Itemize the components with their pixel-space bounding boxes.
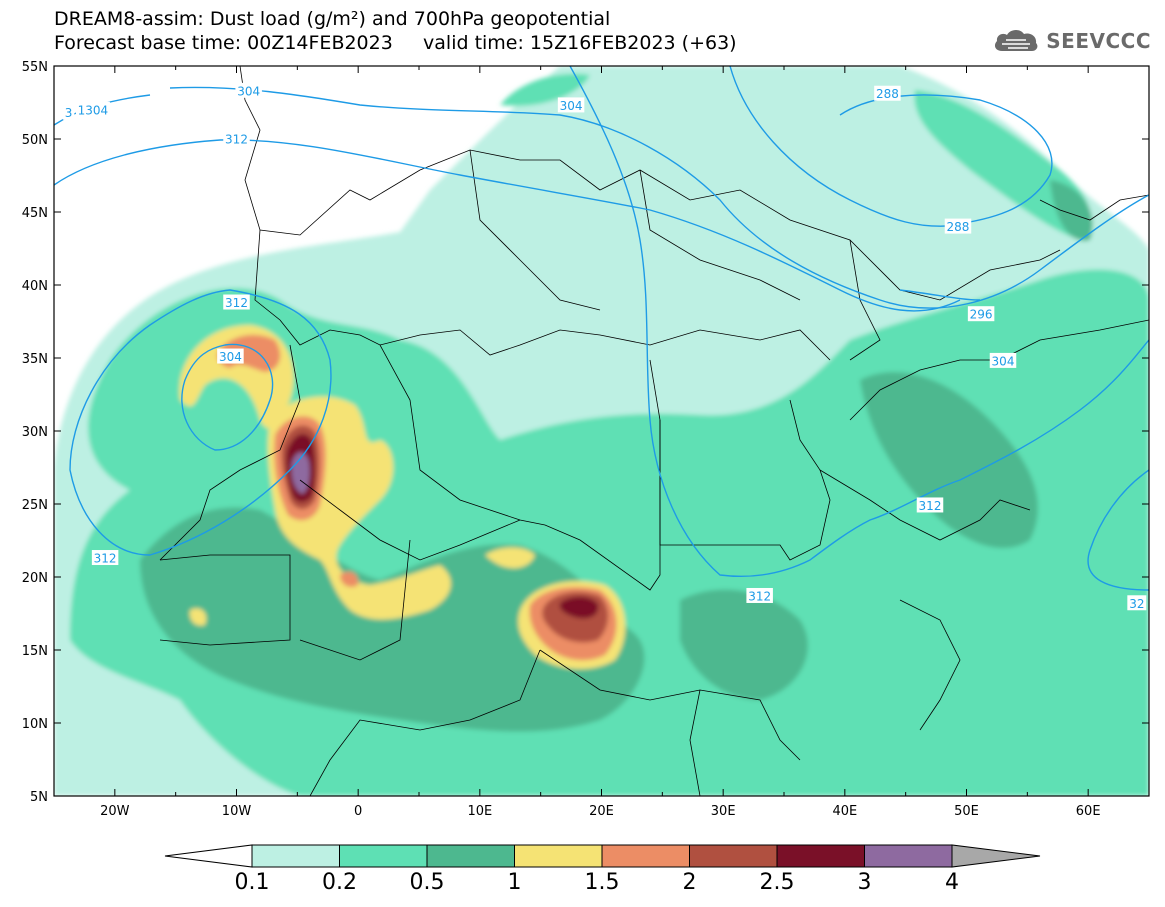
contour-label: 312 [94, 552, 117, 566]
colorbar-over-triangle [951, 844, 1041, 868]
contour-label: 312 [225, 133, 248, 147]
y-tick-label: 50N [22, 133, 48, 148]
colorbar-swatch [601, 844, 690, 868]
y-axis-ticks: 55N 50N 45N 40N 35N 30N 25N 20N 15N 10N 5N [22, 60, 1149, 805]
x-tick-label: 20W [100, 804, 130, 819]
colorbar-level-label: 1 [508, 870, 522, 895]
plot-area [54, 66, 1149, 796]
contour-label: 288 [876, 87, 899, 101]
y-tick-label: 55N [22, 60, 48, 75]
colorbar-level-label: 0.2 [322, 870, 357, 895]
seevccc-logo: SEEVCCC [992, 24, 1151, 58]
x-tick-label: 0 [354, 804, 362, 819]
contour-label: 1304 [78, 103, 109, 117]
colorbar-swatch [689, 844, 778, 868]
x-tick-label: 30E [711, 804, 736, 819]
contour-label: 288 [947, 220, 970, 234]
map-title: DREAM8-assim: Dust load (g/m²) and 700hP… [54, 8, 611, 30]
contour-label-bg [91, 550, 119, 566]
y-tick-label: 20N [22, 571, 48, 586]
contour-label: 312 [748, 589, 771, 603]
contour-labels: 304 304 3 1304 312 288 288 296 304 312 304 312 312 31… [62, 82, 1147, 611]
colorbar-level-label: 2.5 [760, 870, 795, 895]
y-tick-label: 30N [22, 425, 48, 440]
x-tick-label: 50E [954, 804, 979, 819]
y-tick-label: 10N [22, 717, 48, 732]
contour-label-bg [217, 348, 244, 364]
colorbar: 0.1 0.2 0.5 1 1.5 2 2.5 3 4 [164, 844, 1041, 895]
colorbar-swatch [339, 844, 428, 868]
y-tick-label: 35N [22, 352, 48, 367]
contour-label: 304 [237, 84, 260, 98]
contour-label-bg [874, 85, 901, 101]
contour-label-bg [557, 97, 585, 113]
colorbar-swatch [776, 844, 865, 868]
colorbar-level-label: 2 [683, 870, 697, 895]
x-tick-label: 20E [589, 804, 614, 819]
x-tick-label: 10E [467, 804, 492, 819]
country-borders [159, 66, 1149, 796]
x-tick-label: 40E [832, 804, 857, 819]
y-tick-label: 40N [22, 279, 48, 294]
y-tick-label: 25N [22, 498, 48, 513]
contour-label-bg [223, 294, 250, 310]
contour-label: 32 [1129, 597, 1144, 611]
x-axis-ticks: 20W 10W 0 10E 20E 30E 40E 50E 60E [53, 66, 1150, 819]
logo-text: SEEVCCC [1046, 29, 1151, 53]
contour-label-bg [1127, 595, 1147, 611]
x-tick-label: 60E [1076, 804, 1101, 819]
contour-label-bg [989, 352, 1017, 368]
contour-label: 304 [219, 350, 242, 364]
contour-label-bg [746, 587, 773, 603]
contour-label-bg [62, 104, 75, 120]
contour-label: 304 [992, 354, 1015, 368]
colorbar-swatch [251, 844, 340, 868]
contour-label-bg [944, 218, 972, 234]
colorbar-level-label: 4 [945, 870, 959, 895]
contour-label: 312 [919, 499, 942, 513]
colorbar-swatch [426, 844, 515, 868]
contour-label-bg [916, 497, 944, 513]
forecast-time-line: Forecast base time: 00Z14FEB2023 valid t… [54, 32, 737, 54]
colorbar-level-label: 3 [858, 870, 872, 895]
colorbar-swatch [864, 844, 953, 868]
cloud-icon [995, 29, 1038, 51]
geopotential-contours [54, 66, 1149, 591]
x-tick-label: 10W [222, 804, 252, 819]
contour-label-bg [235, 82, 262, 98]
colorbar-level-label: 0.5 [410, 870, 445, 895]
contour-label: 3 [65, 106, 73, 120]
colorbar-swatch [514, 844, 603, 868]
colorbar-level-label: 0.1 [235, 870, 270, 895]
y-tick-label: 15N [22, 644, 48, 659]
contour-label: 296 [970, 308, 993, 322]
contour-label: 304 [560, 99, 583, 113]
colorbar-level-label: 1.5 [585, 870, 620, 895]
y-tick-label: 45N [22, 206, 48, 221]
contour-label-bg [967, 306, 995, 322]
contour-label-bg [75, 101, 110, 117]
dust-field [54, 66, 1149, 796]
contour-label: 312 [225, 296, 248, 310]
y-tick-label: 5N [30, 790, 48, 805]
contour-label-bg [223, 131, 250, 146]
colorbar-under-triangle [164, 844, 253, 868]
